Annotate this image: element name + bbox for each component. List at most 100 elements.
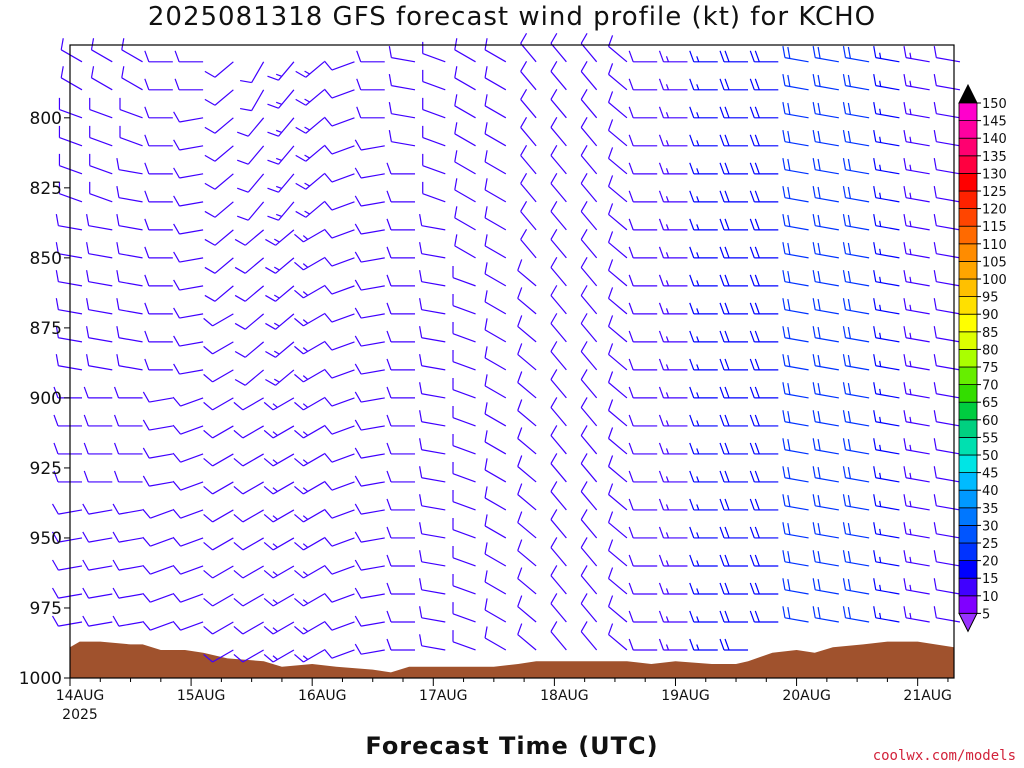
barb-full xyxy=(550,621,558,632)
wind-barb xyxy=(607,567,628,595)
wind-barb xyxy=(354,615,385,627)
wind-barb xyxy=(842,606,870,623)
barb-shaft xyxy=(580,323,598,343)
wind-barb xyxy=(386,582,416,595)
wind-barb xyxy=(142,508,174,519)
wind-barb xyxy=(903,578,930,595)
wind-barb xyxy=(294,453,325,467)
barb-full xyxy=(812,438,816,450)
barb-full xyxy=(817,214,821,227)
barb-shaft xyxy=(275,229,295,246)
wind-barb xyxy=(144,246,173,259)
barb-full xyxy=(454,234,458,246)
wind-barb xyxy=(204,61,234,78)
wind-barb xyxy=(550,32,567,63)
wind-barb xyxy=(812,550,839,567)
wind-barb xyxy=(323,396,355,407)
wind-barb xyxy=(142,419,173,431)
wind-barb xyxy=(933,410,961,427)
wind-barb xyxy=(658,386,688,399)
wind-barb xyxy=(842,382,870,399)
wind-barb xyxy=(173,139,204,151)
barb-half xyxy=(879,388,882,395)
barb-shaft xyxy=(305,173,325,190)
wind-barb xyxy=(116,270,143,287)
wind-barb xyxy=(58,97,83,119)
barb-full xyxy=(240,107,252,112)
wind-barb xyxy=(550,369,567,399)
barb-shaft xyxy=(875,113,900,119)
barb-shaft xyxy=(580,155,598,175)
wind-barb xyxy=(484,66,507,91)
barb-full xyxy=(550,481,558,492)
barb-half xyxy=(879,248,882,255)
barb-full xyxy=(204,294,216,302)
barb-half xyxy=(302,263,309,268)
barb-shaft xyxy=(305,89,325,106)
wind-barb xyxy=(628,106,658,119)
barb-half xyxy=(276,129,282,133)
barb-full xyxy=(294,457,304,467)
barb-shaft xyxy=(550,155,567,175)
wind-barb xyxy=(484,430,507,455)
barb-shaft xyxy=(180,593,204,603)
barb-shaft xyxy=(361,593,385,599)
barb-full xyxy=(172,620,182,631)
wind-barb xyxy=(454,94,476,119)
barb-full xyxy=(454,206,458,218)
wind-barb xyxy=(658,582,688,595)
barb-full xyxy=(607,63,614,75)
wind-barb xyxy=(89,153,113,175)
barb-full xyxy=(719,330,725,343)
barb-full xyxy=(812,326,816,338)
barb-full xyxy=(754,470,760,483)
barb-full xyxy=(628,78,634,91)
wind-barb xyxy=(237,173,265,193)
plot-frame xyxy=(69,44,955,679)
colorbar-label: 15 xyxy=(982,572,999,587)
barb-shaft xyxy=(305,145,325,162)
barb-shaft xyxy=(815,253,839,259)
barb-shaft xyxy=(815,281,839,287)
wind-barb xyxy=(658,190,688,203)
wind-barb xyxy=(903,522,930,539)
barb-full xyxy=(144,50,150,63)
barb-full xyxy=(847,551,852,563)
wind-barb xyxy=(782,354,809,371)
wind-barb xyxy=(607,147,628,175)
barb-half xyxy=(665,616,670,623)
barb-shaft xyxy=(936,141,961,147)
x-axis: 14AUG 15AUG 16AUG 17AUG 18AUG 19AUG 20AUG 21AUG… xyxy=(56,678,952,723)
barb-shaft xyxy=(214,173,234,190)
barb-shaft xyxy=(303,313,325,327)
barb-shaft xyxy=(936,561,961,567)
wind-barb xyxy=(517,371,537,399)
wind-barb xyxy=(719,134,749,147)
barb-shaft xyxy=(905,197,930,203)
wind-barb xyxy=(719,50,749,63)
barb-full xyxy=(121,66,125,78)
barb-shaft xyxy=(784,85,809,91)
barb-full xyxy=(386,442,392,455)
barb-full xyxy=(233,597,244,607)
barb-full xyxy=(419,354,423,366)
barb-half xyxy=(302,487,309,492)
barb-half xyxy=(879,472,882,479)
wind-barb xyxy=(628,554,658,567)
wind-barb xyxy=(323,144,355,155)
wind-barb xyxy=(782,186,809,203)
barb-full xyxy=(787,326,791,339)
wind-barb xyxy=(873,522,900,539)
barb-full xyxy=(419,578,423,590)
barb-shaft xyxy=(275,257,295,274)
barb-half xyxy=(879,108,882,115)
wind-barb xyxy=(203,341,234,355)
barb-shaft xyxy=(118,593,143,599)
wind-barb xyxy=(812,130,839,147)
barb-full xyxy=(933,270,937,282)
barb-full xyxy=(580,89,588,100)
wind-barb xyxy=(234,313,265,330)
wind-barb xyxy=(484,150,507,175)
wind-barb xyxy=(386,498,416,511)
barb-shaft xyxy=(361,509,385,515)
